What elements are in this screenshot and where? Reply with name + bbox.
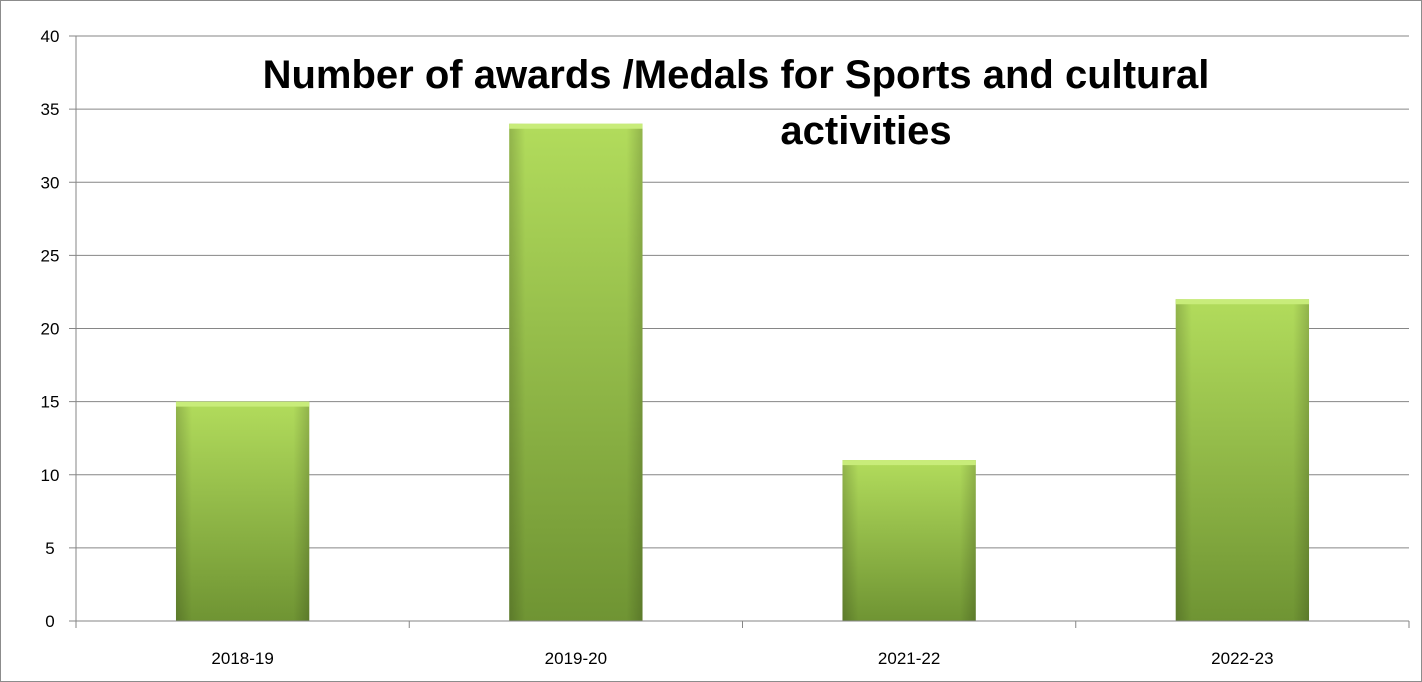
bar-top-bevel — [1175, 299, 1310, 305]
x-tick-label: 2019-20 — [545, 649, 607, 668]
bar-2021-22 — [842, 460, 976, 621]
bars — [175, 123, 1310, 621]
y-tick-label: 40 — [41, 27, 60, 46]
y-tick-label: 15 — [41, 393, 60, 412]
x-tick-label: 2021-22 — [878, 649, 940, 668]
x-tick-label: 2018-19 — [211, 649, 273, 668]
bar-shading — [509, 123, 643, 621]
axes — [75, 36, 1410, 628]
chart-title-line-1: Number of awards /Medals for Sports and … — [263, 53, 1210, 97]
y-tick-label: 0 — [45, 612, 54, 631]
bar-top-bevel — [509, 123, 643, 129]
bar-shading — [175, 401, 310, 621]
bar-2018-19 — [175, 401, 310, 621]
bar-2022-23 — [1175, 299, 1310, 621]
y-tick-label: 5 — [45, 539, 54, 558]
bar-shading — [1175, 299, 1310, 621]
y-tick-labels: 0 5 10 15 20 25 30 35 40 — [41, 27, 60, 631]
x-tick-labels: 2018-19 2019-20 2021-22 2022-23 — [211, 649, 1273, 668]
y-tick-label: 25 — [41, 246, 60, 265]
bar-top-bevel — [175, 401, 310, 407]
y-tick-label: 20 — [41, 320, 60, 339]
bar-top-bevel — [842, 460, 976, 466]
y-tick-label: 35 — [41, 100, 60, 119]
y-tick-label: 30 — [41, 173, 60, 192]
y-tick-label: 10 — [41, 466, 60, 485]
bar-shading — [842, 460, 976, 621]
bar-2019-20 — [509, 123, 643, 621]
x-tick-label: 2022-23 — [1211, 649, 1273, 668]
chart-title-line-2: activities — [780, 109, 951, 153]
